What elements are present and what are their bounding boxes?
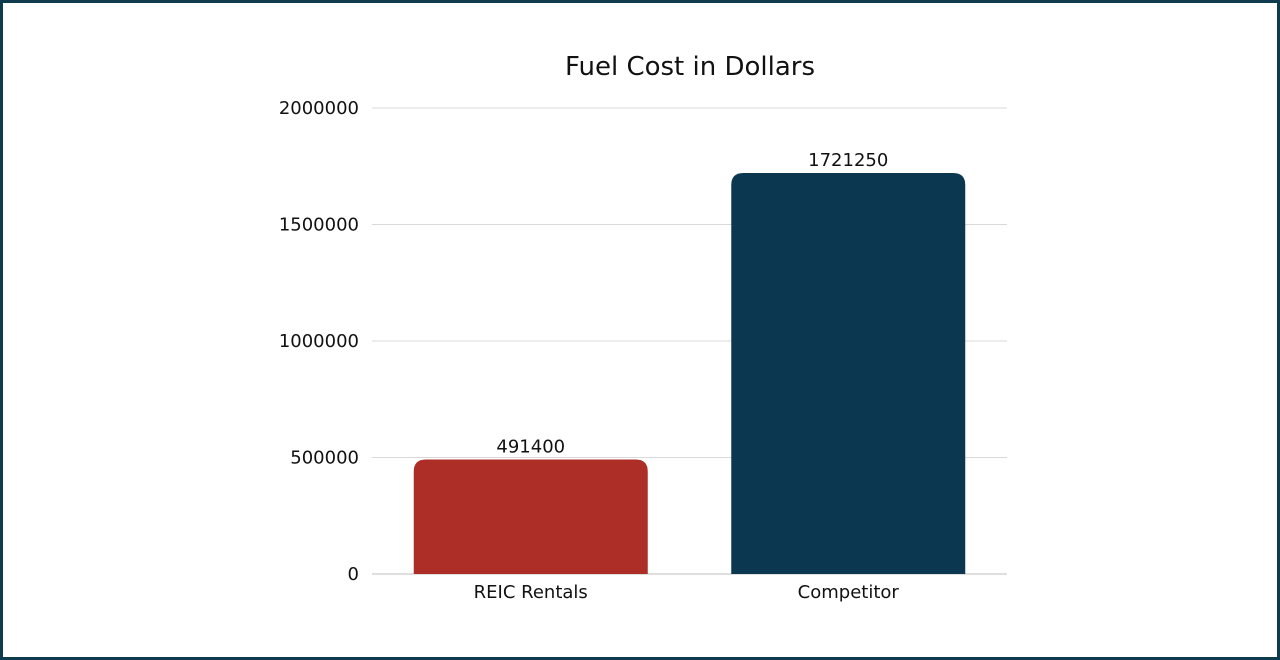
y-axis-tick-labels: 0 500000 1000000 1500000 2000000 <box>279 98 359 585</box>
y-tick-label: 0 <box>348 564 359 585</box>
x-category-label: Competitor <box>798 582 900 603</box>
y-tick-label: 2000000 <box>279 98 359 119</box>
bar-reic-rentals <box>413 459 648 574</box>
data-label: 491400 <box>496 437 565 458</box>
bars <box>413 172 966 575</box>
x-axis-category-labels: REIC Rentals Competitor <box>474 582 900 603</box>
y-tick-label: 1000000 <box>279 331 359 352</box>
bar-competitor <box>731 172 966 575</box>
y-tick-label: 500000 <box>290 448 359 469</box>
data-labels: 491400 1721250 <box>496 150 888 458</box>
data-label: 1721250 <box>808 150 888 171</box>
y-tick-label: 1500000 <box>279 215 359 236</box>
x-category-label: REIC Rentals <box>474 582 588 603</box>
chart-title: Fuel Cost in Dollars <box>565 52 815 82</box>
